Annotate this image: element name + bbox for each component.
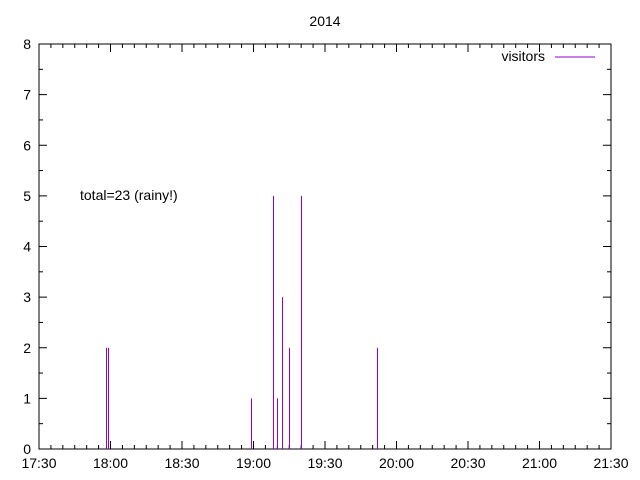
plot-frame [38,43,612,450]
y-axis: 0 1 2 3 4 5 6 7 8 [23,36,611,457]
x-axis: 17:30 18:00 18:30 19:00 19:30 20:00 20:30 21:00… [21,44,629,471]
legend: visitors [501,48,595,64]
y-tick-label: 1 [23,390,31,406]
x-tick-label: 21:00 [522,455,557,471]
x-tick-label: 20:30 [450,455,485,471]
y-tick-label: 3 [23,289,31,305]
y-tick-label: 8 [23,36,31,52]
y-tick-label: 6 [23,137,31,153]
y-tick-label: 5 [23,188,31,204]
x-tick-label: 17:30 [21,455,56,471]
legend-label-visitors: visitors [501,48,545,64]
annotation-total: total=23 (rainy!) [80,187,178,203]
visitors-series [106,195,378,449]
x-tick-label: 19:30 [307,455,342,471]
x-tick-label: 18:00 [93,455,128,471]
y-tick-label: 4 [23,239,31,255]
x-tick-label: 19:00 [236,455,271,471]
x-tick-label: 18:30 [164,455,199,471]
x-tick-label: 21:30 [593,455,628,471]
y-tick-label: 7 [23,87,31,103]
y-tick-label: 0 [23,441,31,457]
x-tick-label: 20:00 [379,455,414,471]
chart-title: 2014 [309,13,340,29]
y-tick-label: 2 [23,340,31,356]
